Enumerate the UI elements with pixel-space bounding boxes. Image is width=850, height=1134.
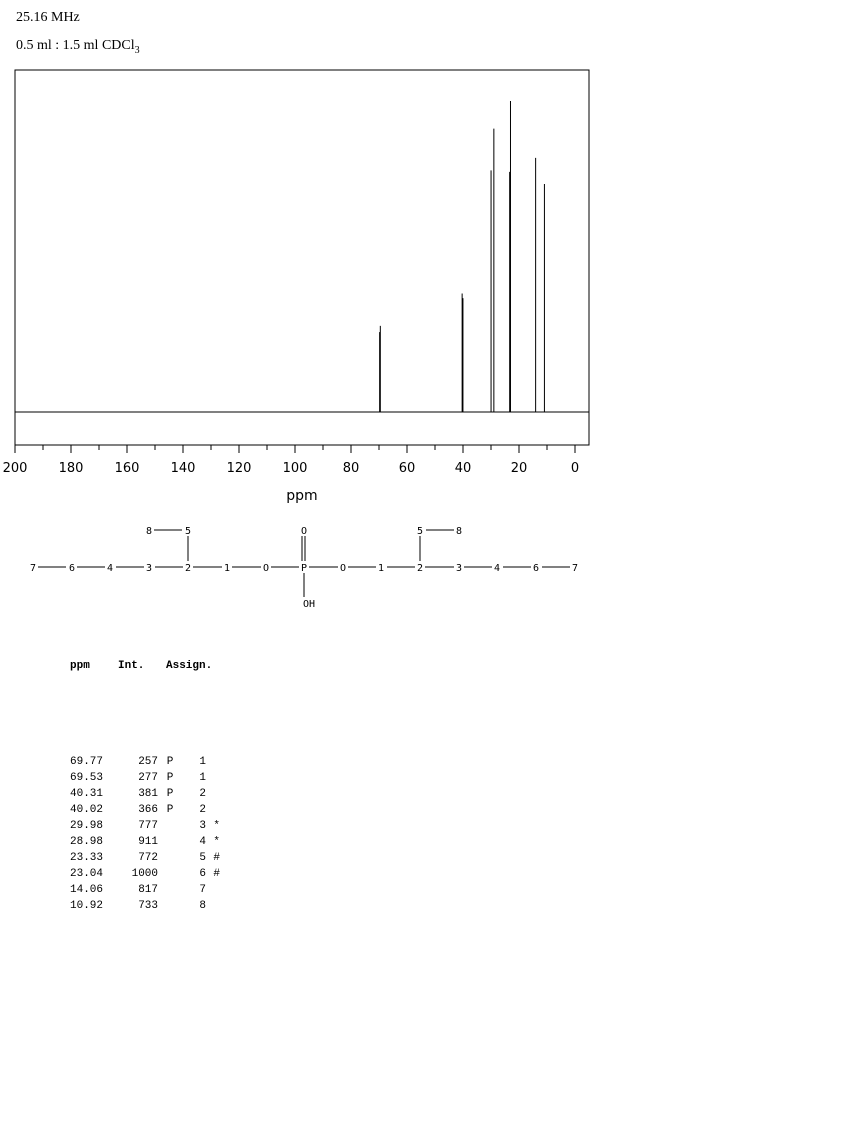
hydroxyl-group: OH — [303, 599, 315, 610]
cell-marker: # — [213, 852, 220, 864]
peak-table-rows: 69.77 257 P 1 69.53 277 P 1 40.31 381 P 2 40.02 366 P 2… — [70, 754, 220, 914]
cell-ppm: 23.04 — [70, 868, 104, 880]
x-tick-label: 20 — [511, 461, 528, 476]
x-tick-label: 0 — [571, 461, 579, 476]
atom-label: 3 — [456, 563, 462, 574]
atom-label: 1 — [224, 563, 230, 574]
cell-intensity: 366 — [138, 804, 158, 816]
header-intensity: Int. — [118, 660, 145, 672]
cell-assignment: 6 — [199, 868, 206, 880]
cell-intensity: 817 — [138, 884, 158, 896]
solvent-ratio: 0.5 ml : 1.5 ml CDCl — [16, 38, 135, 53]
structure-bonds — [38, 529, 570, 597]
x-tick-label: 80 — [343, 461, 360, 476]
table-row: 14.06 817 7 — [70, 882, 220, 898]
atom-label: 2 — [417, 563, 423, 574]
atom-label: 4 — [494, 563, 500, 574]
cell-assignment: 3 — [199, 820, 206, 832]
structure-atoms: 7 6 4 3 2 1 O P O 1 2 3 4 6 7 8 5 O 5 8 … — [30, 526, 578, 610]
cell-assignment: 7 — [199, 884, 206, 896]
atom-label: 6 — [533, 563, 539, 574]
x-tick-label: 140 — [171, 461, 196, 476]
cell-ppm: 23.33 — [70, 852, 104, 864]
x-axis-label: ppm — [286, 488, 317, 504]
x-axis-ticks: 200 180 160 140 120 100 80 60 40 20 0 — [3, 445, 579, 476]
x-tick-label: 180 — [59, 461, 84, 476]
cell-intensity: 911 — [138, 836, 158, 848]
phosphorus-atom: P — [301, 563, 307, 574]
atom-label: 7 — [572, 563, 578, 574]
nmr-spectrum-chart: 200 180 160 140 120 100 80 60 40 20 0 ppm — [3, 69, 590, 504]
atom-label: O — [263, 563, 269, 574]
cell-assignment: 1 — [199, 772, 206, 784]
solvent-subscript: 3 — [134, 44, 140, 56]
x-tick-label: 120 — [227, 461, 252, 476]
table-row: 23.33 772 5 # — [70, 850, 220, 866]
cell-ppm: 40.31 — [70, 788, 104, 800]
header-ppm: ppm — [70, 660, 90, 672]
atom-label: 2 — [185, 563, 191, 574]
table-row: 23.04 1000 6 # — [70, 866, 220, 882]
cell-intensity: 257 — [138, 756, 158, 768]
sample-conditions: 0.5 ml : 1.5 ml CDCl3 — [16, 38, 140, 56]
atom-label: 1 — [378, 563, 384, 574]
cell-ppm: 28.98 — [70, 836, 104, 848]
table-row: 69.53 277 P 1 — [70, 770, 220, 786]
table-row: 28.98 911 4 * — [70, 834, 220, 850]
atom-label: 3 — [146, 563, 152, 574]
cell-intensity: 777 — [138, 820, 158, 832]
cell-assignment: 5 — [199, 852, 206, 864]
cell-intensity: 1000 — [131, 868, 158, 880]
cell-ppm: 10.92 — [70, 900, 104, 912]
cell-phosphorus-flag: P — [166, 756, 174, 768]
cell-intensity: 733 — [138, 900, 158, 912]
atom-label: 8 — [146, 526, 152, 537]
header-assignment: Assign. — [166, 660, 213, 672]
cell-assignment: 4 — [199, 836, 206, 848]
x-tick-label: 60 — [399, 461, 416, 476]
cell-ppm: 29.98 — [70, 820, 104, 832]
table-row: 29.98 777 3 * — [70, 818, 220, 834]
cell-assignment: 1 — [199, 756, 206, 768]
atom-label: 6 — [69, 563, 75, 574]
cell-marker: # — [213, 868, 220, 880]
peak-table: ppm Int. Assign. 69.77 257 P 1 69.53 277 P 1 40.31… — [70, 626, 220, 930]
cell-phosphorus-flag: P — [166, 772, 174, 784]
cell-marker: * — [213, 820, 220, 832]
x-tick-label: 200 — [3, 461, 28, 476]
atom-label: O — [340, 563, 346, 574]
x-tick-label: 160 — [115, 461, 140, 476]
cell-intensity: 772 — [138, 852, 158, 864]
peak-table-header: ppm Int. Assign. — [70, 658, 220, 674]
atom-label: 5 — [417, 526, 423, 537]
spectrometer-frequency: 25.16 MHz — [16, 10, 80, 25]
atom-label: 8 — [456, 526, 462, 537]
x-tick-label: 40 — [455, 461, 472, 476]
plot-frame — [14, 69, 590, 446]
table-row: 40.31 381 P 2 — [70, 786, 220, 802]
table-row: 10.92 733 8 — [70, 898, 220, 914]
cell-ppm: 69.77 — [70, 756, 104, 768]
cell-assignment: 8 — [199, 900, 206, 912]
cell-marker: * — [213, 836, 220, 848]
cell-ppm: 40.02 — [70, 804, 104, 816]
atom-label: 4 — [107, 563, 113, 574]
atom-label: 5 — [185, 526, 191, 537]
atom-label: O — [301, 526, 307, 537]
x-tick-label: 100 — [283, 461, 308, 476]
cell-intensity: 381 — [138, 788, 158, 800]
atom-label: 7 — [30, 563, 36, 574]
cell-intensity: 277 — [138, 772, 158, 784]
table-row: 40.02 366 P 2 — [70, 802, 220, 818]
cell-assignment: 2 — [199, 804, 206, 816]
cell-phosphorus-flag: P — [166, 788, 174, 800]
cell-ppm: 14.06 — [70, 884, 104, 896]
cell-phosphorus-flag: P — [166, 804, 174, 816]
peaks — [379, 101, 545, 412]
cell-ppm: 69.53 — [70, 772, 104, 784]
cell-assignment: 2 — [199, 788, 206, 800]
table-row: 69.77 257 P 1 — [70, 754, 220, 770]
chemical-structure: 7 6 4 3 2 1 O P O 1 2 3 4 6 7 8 5 O 5 8 … — [30, 526, 578, 610]
